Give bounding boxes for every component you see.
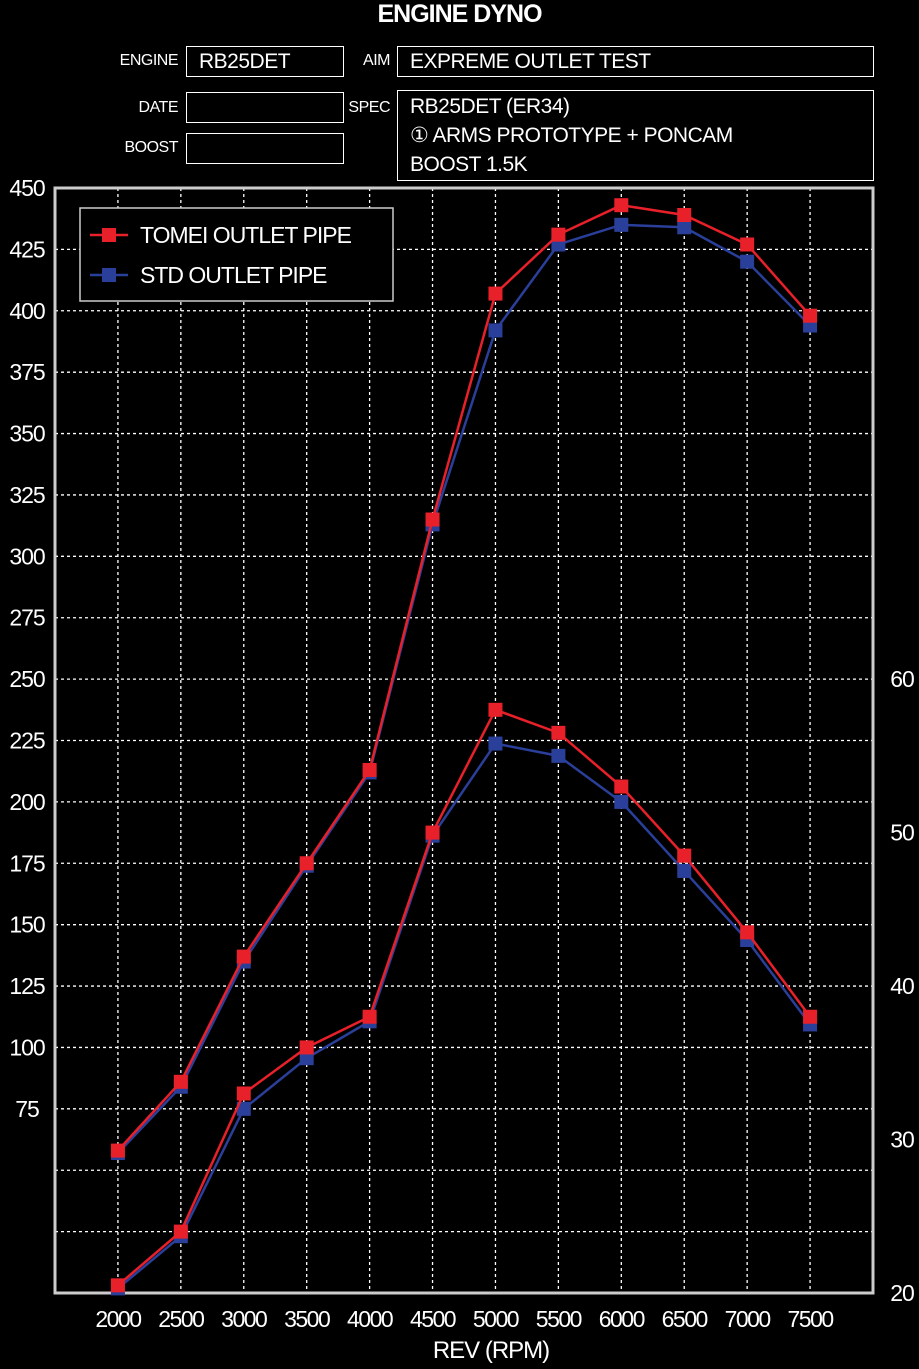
boost-field	[186, 133, 344, 164]
data-point	[299, 1051, 314, 1066]
data-point	[677, 863, 692, 878]
left-tick-label: 175	[9, 850, 45, 876]
data-point	[362, 1009, 377, 1024]
left-tick-label: 250	[9, 666, 45, 692]
x-tick-label: 4500	[410, 1306, 456, 1332]
data-point	[488, 286, 503, 301]
data-point	[677, 220, 692, 235]
data-point	[173, 1074, 188, 1089]
data-point	[110, 1143, 125, 1158]
data-point	[488, 702, 503, 717]
x-tick-label: 3500	[284, 1306, 330, 1332]
left-tick-label: 450	[9, 175, 45, 201]
data-point	[362, 762, 377, 777]
right-tick-label: 30	[890, 1127, 914, 1153]
legend-marker	[102, 228, 116, 242]
data-point	[740, 254, 755, 269]
data-point	[614, 217, 629, 232]
legend-label: TOMEI OUTLET PIPE	[140, 222, 352, 248]
legend-label: STD OUTLET PIPE	[140, 262, 327, 288]
data-point	[614, 198, 629, 213]
data-point	[488, 323, 503, 338]
legend-marker	[102, 268, 116, 282]
right-tick-label: 20	[890, 1280, 914, 1306]
data-point	[110, 1278, 125, 1293]
spec-line: ① ARMS PROTOTYPE + PONCAM	[410, 124, 733, 147]
aim-label: AIM	[363, 52, 390, 69]
left-tick-label: 100	[9, 1034, 45, 1060]
left-tick-label: 350	[9, 421, 45, 447]
data-point	[551, 227, 566, 242]
spec-field: RB25DET (ER34) ① ARMS PROTOTYPE + PONCAM…	[397, 90, 874, 181]
x-tick-label: 2000	[95, 1306, 141, 1332]
series-line-power	[117, 203, 812, 1152]
spec-line: RB25DET (ER34)	[410, 95, 570, 118]
left-tick-label: 425	[9, 236, 45, 262]
right-tick-label: 40	[890, 973, 914, 999]
x-tick-label: 4000	[347, 1306, 393, 1332]
data-point	[551, 725, 566, 740]
right-tick-label: 50	[890, 820, 914, 846]
engine-field: RB25DET	[186, 46, 344, 77]
data-point	[299, 1040, 314, 1055]
date-field	[186, 92, 344, 123]
series-line-power	[117, 223, 811, 1154]
x-tick-label: 6500	[662, 1306, 708, 1332]
x-tick-label: 2500	[158, 1306, 204, 1332]
data-point	[236, 949, 251, 964]
left-tick-label: 375	[9, 359, 45, 385]
left-tick-label: 225	[9, 728, 45, 754]
data-point	[614, 779, 629, 794]
left-tick-label: 200	[9, 789, 45, 815]
x-tick-label: 3000	[221, 1306, 267, 1332]
data-point	[299, 856, 314, 871]
spec-label: SPEC	[348, 99, 390, 116]
plot-frame	[53, 186, 875, 1295]
series-line-torque	[117, 708, 812, 1287]
legend: TOMEI OUTLET PIPE STD OUTLET PIPE	[79, 207, 394, 302]
boost-label: BOOST	[124, 139, 178, 156]
left-tick-label: 75	[15, 1096, 39, 1122]
spec-line: BOOST 1.5K	[410, 153, 528, 176]
left-tick-label: 300	[9, 543, 45, 569]
data-point	[425, 825, 440, 840]
x-axis-label: REV (RPM)	[433, 1337, 549, 1364]
x-tick-label: 6000	[599, 1306, 645, 1332]
aim-field: EXPREME OUTLET TEST	[397, 46, 874, 77]
data-point	[803, 1009, 818, 1024]
series-line-torque	[117, 742, 812, 1290]
data-point	[173, 1224, 188, 1239]
data-point	[740, 925, 755, 940]
left-tick-label: 325	[9, 482, 45, 508]
data-point	[614, 794, 629, 809]
left-tick-label: 275	[9, 605, 45, 631]
left-tick-label: 150	[9, 912, 45, 938]
x-tick-label: 7500	[787, 1306, 833, 1332]
engine-label: ENGINE	[119, 52, 179, 69]
data-point	[677, 848, 692, 863]
data-point	[488, 736, 503, 751]
data-point	[236, 1101, 251, 1116]
data-point	[551, 748, 566, 763]
right-tick-label: 60	[890, 666, 914, 692]
x-tick-label: 5000	[473, 1306, 519, 1332]
data-point	[425, 512, 440, 527]
data-point	[803, 308, 818, 323]
data-point	[236, 1086, 251, 1101]
x-tick-label: 7000	[725, 1306, 771, 1332]
legend-box	[79, 207, 394, 302]
left-tick-label: 125	[9, 973, 45, 999]
x-tick-label: 5500	[536, 1306, 582, 1332]
data-point	[677, 208, 692, 223]
chart-title: ENGINE DYNO	[377, 0, 542, 28]
data-point	[740, 237, 755, 252]
left-tick-label: 400	[9, 298, 45, 324]
date-label: DATE	[138, 99, 179, 116]
